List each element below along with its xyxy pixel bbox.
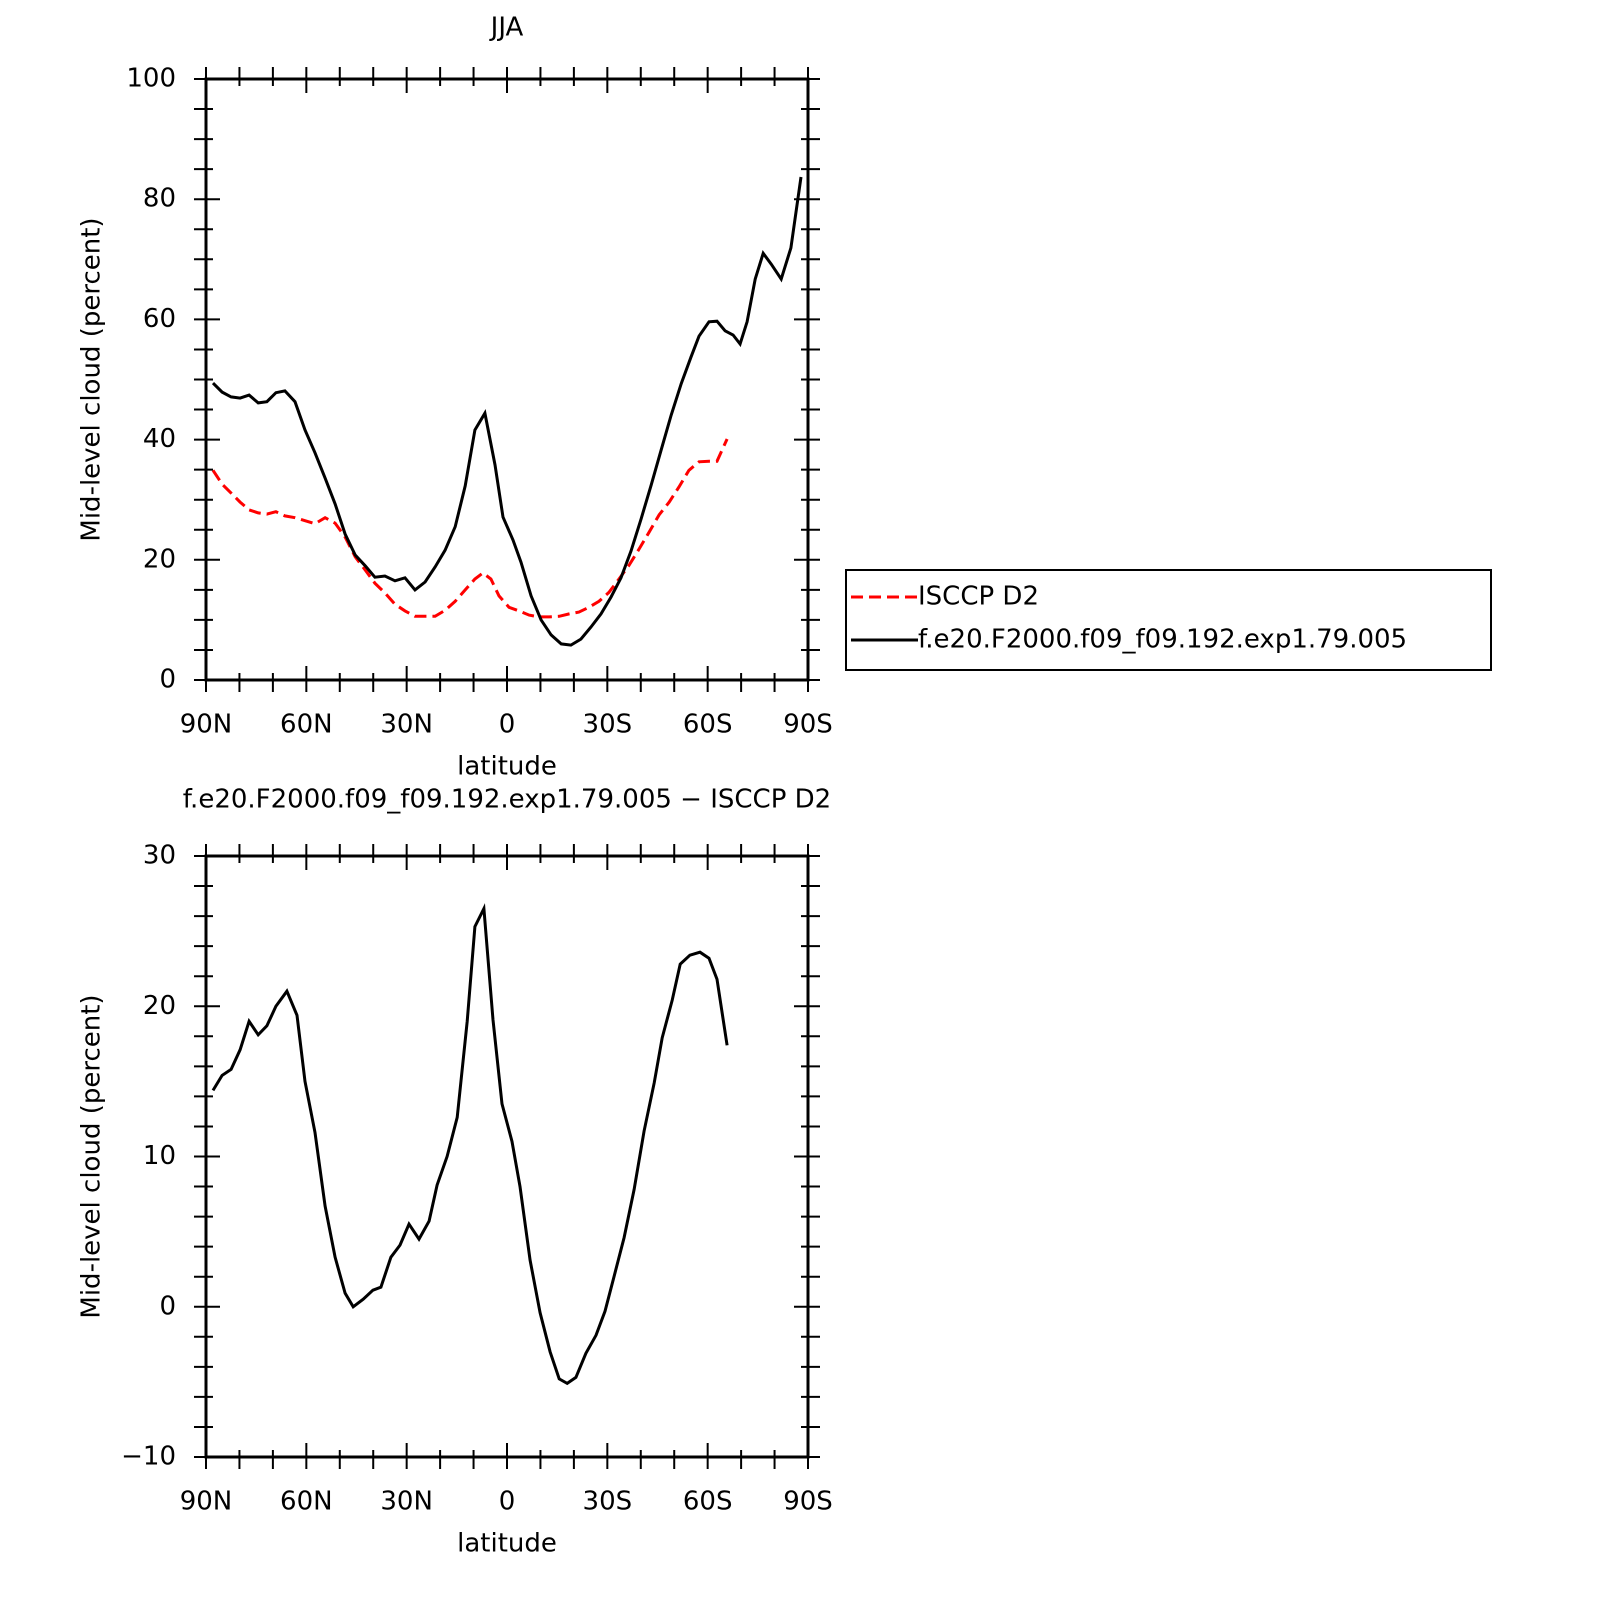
y-tick-label: 60 [143,304,176,334]
chart-title: JJA [489,13,524,43]
x-tick-label: 90S [783,1487,833,1517]
x-axis-label: latitude [457,1529,557,1559]
plot-frame [204,77,810,682]
y-tick-label: 10 [143,1141,176,1171]
x-axis-label: latitude [457,752,557,782]
x-tick-label: 90N [180,1487,233,1517]
x-tick-label: 30S [583,1487,633,1517]
x-tick-label: 90N [180,710,233,740]
x-tick-label: 90S [783,710,833,740]
data-line [211,438,729,619]
y-axis-label: Mid-level cloud (percent) [77,994,107,1318]
y-tick-label: 0 [159,1291,176,1321]
chart-title: f.e20.F2000.f09_f09.192.exp1.79.005 − IS… [183,785,831,815]
x-tick-label: 30N [380,1487,433,1517]
legend-label: f.e20.F2000.f09_f09.192.exp1.79.005 [918,625,1407,655]
y-tick-label: 0 [159,665,176,695]
y-tick-label: 100 [126,64,176,94]
plot-frame [204,854,810,1459]
x-tick-label: 60S [683,1487,733,1517]
x-tick-label: 60N [280,710,333,740]
x-tick-label: 60N [280,1487,333,1517]
y-tick-label: 80 [143,184,176,214]
x-tick-label: 30S [583,710,633,740]
data-line [211,176,803,647]
y-tick-label: 20 [143,991,176,1021]
x-tick-label: 0 [499,710,516,740]
y-axis-label: Mid-level cloud (percent) [77,217,107,541]
x-tick-label: 0 [499,1487,516,1517]
legend-label: ISCCP D2 [918,582,1039,612]
y-tick-label: 30 [143,841,176,871]
data-line [211,903,729,1386]
y-tick-label: −10 [121,1442,176,1472]
y-tick-label: 40 [143,424,176,454]
x-tick-label: 60S [683,710,733,740]
legend-box [845,569,1492,671]
x-tick-label: 30N [380,710,433,740]
y-tick-label: 20 [143,544,176,574]
